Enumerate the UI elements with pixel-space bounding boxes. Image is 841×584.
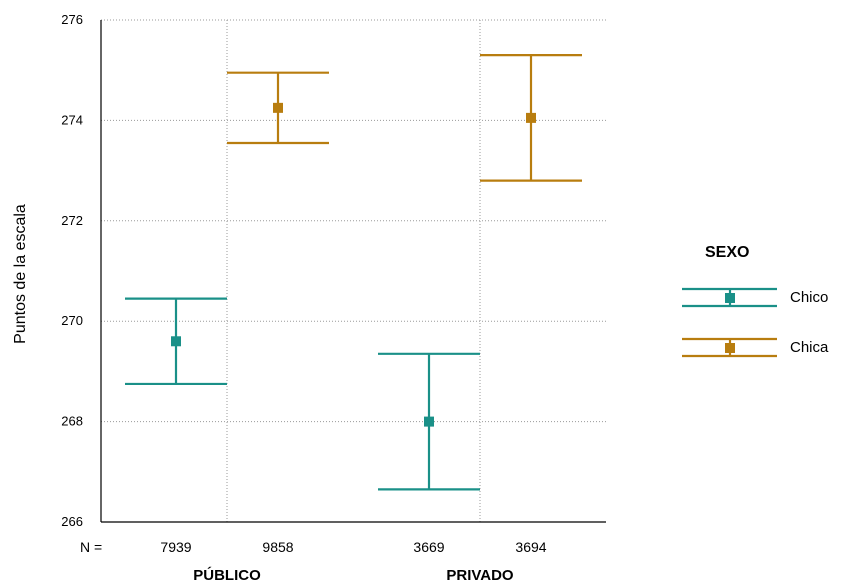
plot-area: 266 268 270 272 274 276	[61, 12, 606, 529]
group-label: PÚBLICO	[193, 566, 261, 584]
y-axis-label: Puntos de la escala	[12, 204, 29, 344]
legend-label: Chico	[790, 289, 828, 306]
y-tick-label: 274	[61, 112, 83, 127]
legend-marker	[725, 293, 735, 303]
n-count-label: 3669	[413, 539, 444, 555]
legend-marker	[725, 343, 735, 353]
n-count-label: 3694	[515, 539, 546, 555]
n-count-label: 9858	[262, 539, 293, 555]
mean-marker	[171, 336, 181, 347]
y-tick-label: 272	[61, 213, 83, 228]
legend: SEXO Chico Chica	[682, 244, 829, 358]
mean-marker	[424, 416, 434, 427]
n-prefix-label: N =	[80, 539, 102, 555]
n-count-label: 7939	[160, 539, 191, 555]
y-tick-label: 266	[61, 514, 83, 529]
legend-title: SEXO	[705, 244, 749, 261]
mean-marker	[526, 112, 536, 123]
group-label: PRIVADO	[446, 567, 514, 584]
mean-marker	[273, 102, 283, 113]
y-tick-label: 270	[61, 313, 83, 328]
y-tick-label: 268	[61, 414, 83, 429]
legend-label: Chica	[790, 339, 829, 356]
y-tick-label: 276	[61, 12, 83, 27]
